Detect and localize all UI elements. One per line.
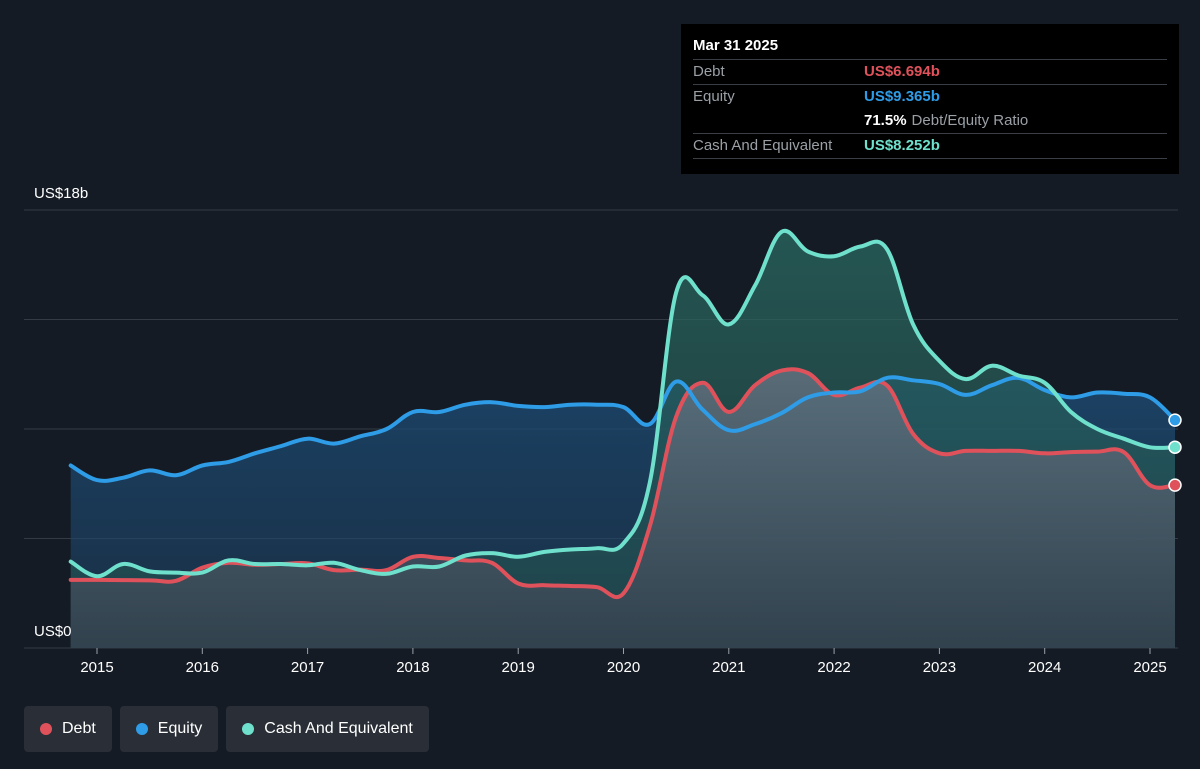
series-lines xyxy=(68,228,1177,600)
x-tick-label: 2017 xyxy=(291,659,324,676)
legend-item-cash[interactable]: Cash And Equivalent xyxy=(226,706,429,752)
tooltip-equity-label: Equity xyxy=(693,88,735,105)
x-tick-label: 2024 xyxy=(1028,659,1061,676)
equity-end-marker xyxy=(1168,413,1182,427)
tooltip-row-equity: Equity US$9.365b xyxy=(693,84,1167,109)
cash-line xyxy=(68,228,1177,579)
tooltip-cash-label: Cash And Equivalent xyxy=(693,137,833,154)
x-tick-label: 2016 xyxy=(186,659,219,676)
hover-tooltip: Mar 31 2025 Debt US$6.694b Equity US$9.3… xyxy=(681,24,1179,174)
x-tick-label: 2021 xyxy=(712,659,745,676)
legend-debt-label: Debt xyxy=(62,720,96,737)
tooltip-row-debt: Debt US$6.694b xyxy=(693,59,1167,84)
x-tick-label: 2025 xyxy=(1133,659,1166,676)
tooltip-row-ratio: 71.5% Debt/Equity Ratio xyxy=(693,109,1167,133)
tooltip-cash-value: US$8.252b xyxy=(864,137,940,154)
tooltip-equity-value: US$9.365b xyxy=(864,88,940,105)
y-axis-top-label: US$18b xyxy=(34,185,88,202)
debt-end-marker xyxy=(1168,478,1182,492)
cash-dot-icon xyxy=(242,723,255,735)
series-areas xyxy=(70,230,1176,648)
x-tick-label: 2019 xyxy=(502,659,535,676)
y-axis-bottom-label: US$0 xyxy=(34,623,72,640)
equity-dot-icon xyxy=(135,723,148,735)
x-tick-label: 2020 xyxy=(607,659,640,676)
chart-legend: Debt Equity Cash And Equivalent xyxy=(24,706,429,752)
tooltip-debt-label: Debt xyxy=(693,63,725,80)
tooltip-row-cash: Cash And Equivalent US$8.252b xyxy=(693,133,1167,159)
cash-end-marker xyxy=(1168,440,1182,454)
debt-area xyxy=(70,369,1176,648)
x-tick-label: 2018 xyxy=(396,659,429,676)
legend-item-debt[interactable]: Debt xyxy=(24,706,112,752)
end-markers xyxy=(1168,413,1182,492)
equity-line xyxy=(68,375,1177,483)
legend-item-equity[interactable]: Equity xyxy=(119,706,219,752)
x-tick-label: 2022 xyxy=(817,659,850,676)
x-tick-label: 2023 xyxy=(923,659,956,676)
x-tick-label: 2015 xyxy=(80,659,113,676)
legend-equity-label: Equity xyxy=(157,720,203,737)
tooltip-date: Mar 31 2025 xyxy=(693,37,779,54)
debt-dot-icon xyxy=(40,723,52,735)
tooltip-ratio-description: Debt/Equity Ratio xyxy=(911,112,1029,129)
tooltip-ratio-value: 71.5% xyxy=(864,112,907,129)
x-axis-ticks: 2015 2016 2017 2018 2019 2020 2021 2022 2023 2024… xyxy=(80,648,1167,676)
tooltip-debt-value: US$6.694b xyxy=(864,63,940,80)
legend-cash-label: Cash And Equivalent xyxy=(264,720,413,737)
